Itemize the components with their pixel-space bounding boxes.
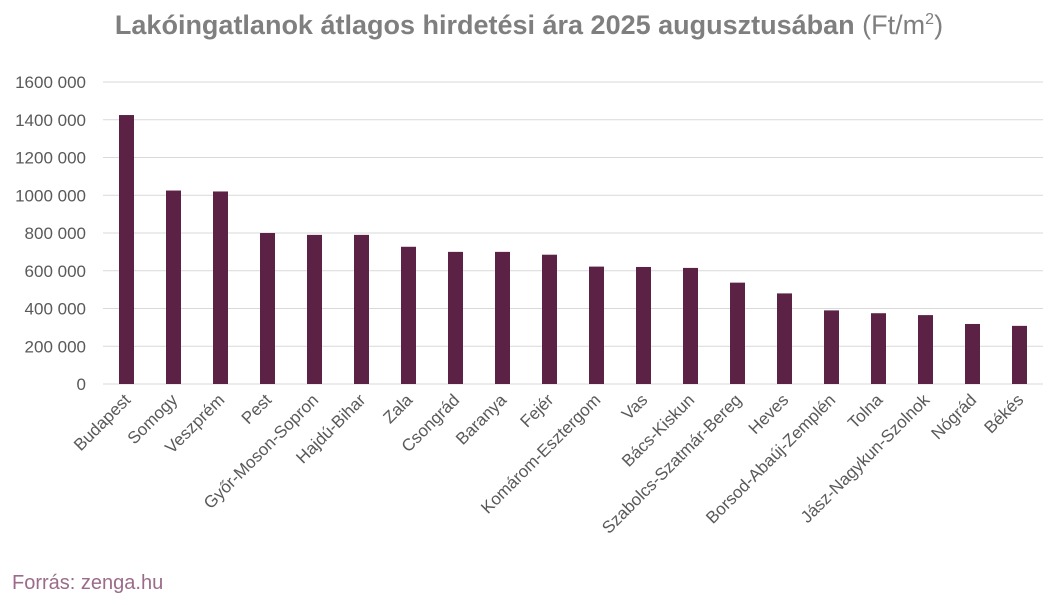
unit-superscript: 2 [925,11,935,28]
gridlines [103,81,1043,385]
y-tick-label: 0 [77,375,86,394]
bar [401,246,416,384]
y-tick-label: 800 000 [25,224,86,243]
bar [166,190,181,384]
unit-suffix: ) [934,10,944,40]
bar [260,233,275,384]
y-tick-label: 1000 000 [15,186,86,205]
y-tick-label: 1400 000 [15,111,86,130]
bar [354,234,369,384]
bar [542,254,557,384]
bar [1012,325,1027,384]
bar [965,323,980,384]
x-tick-label: Vas [618,390,651,423]
x-tick-label: Budapest [70,390,134,454]
bar [824,310,839,384]
bar [307,234,322,384]
source-note: Forrás: zenga.hu [12,572,164,594]
bar [683,267,698,384]
bar [448,251,463,384]
bar [918,315,933,384]
chart-title-unit: (Ft/m2) [862,10,943,40]
y-axis-ticks: 0 200 000 400 000 600 000 800 000 1000 000 120… [15,73,86,394]
x-tick-label: Baranya [452,390,511,449]
y-tick-label: 1200 000 [15,149,86,168]
x-tick-label: Tolna [844,390,887,433]
y-tick-label: 200 000 [25,337,86,356]
y-tick-label: 400 000 [25,300,86,319]
bars [119,115,1027,384]
bar [777,293,792,384]
bar [495,251,510,384]
x-tick-label: Fejér [517,390,558,431]
unit-prefix: (Ft/m [862,10,926,40]
chart-title: Lakóingatlanok átlagos hirdetési ára 202… [0,10,1058,41]
x-tick-label: Békés [980,390,1027,437]
bar [730,282,745,384]
bar [589,266,604,384]
x-tick-label: Zala [380,390,417,427]
bar [636,266,651,384]
x-tick-label: Nógrád [927,390,980,443]
chart-title-main: Lakóingatlanok átlagos hirdetési ára 202… [114,10,855,40]
y-tick-label: 600 000 [25,262,86,281]
bar [871,313,886,384]
bar [119,115,134,384]
bar [213,191,228,384]
y-tick-label: 1600 000 [15,73,86,92]
x-tick-label: Pest [238,390,276,428]
